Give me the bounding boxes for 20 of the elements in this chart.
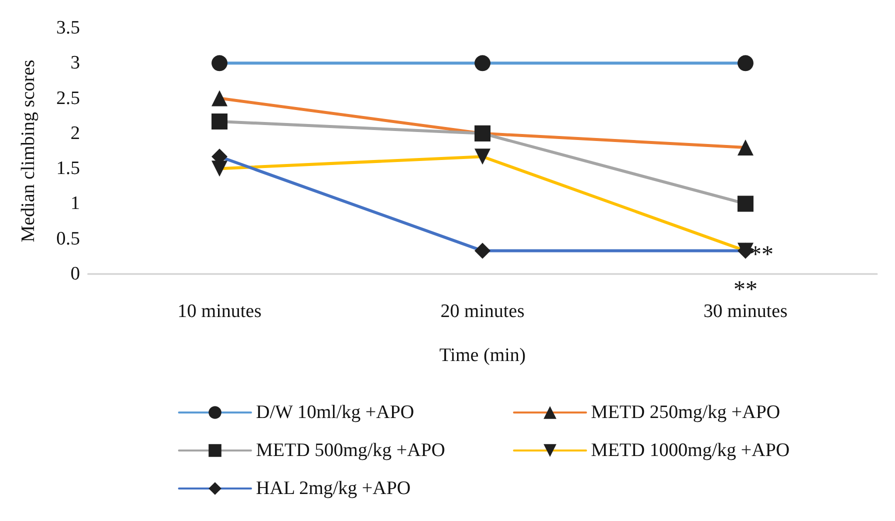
legend-label: HAL 2mg/kg +APO <box>256 478 411 499</box>
y-tick-label: 0.5 <box>56 228 80 250</box>
legend-label: METD 500mg/kg +APO <box>256 440 446 461</box>
text: ** <box>734 277 758 303</box>
y-tick-label: 1 <box>70 193 80 214</box>
y-axis-title: Median climbing scores <box>18 60 39 242</box>
x-tick-label: 30 minutes <box>704 301 788 322</box>
x-axis-title: Time (min) <box>439 345 526 366</box>
y-tick-label: 1.5 <box>56 158 80 180</box>
y-tick-label: 3.5 <box>56 18 80 38</box>
y-tick-label: 2.5 <box>56 88 80 109</box>
legend-label: METD 250mg/kg +APO <box>591 402 780 423</box>
y-tick-label: 0 <box>70 264 80 284</box>
x-tick-label: 10 minutes <box>178 301 262 322</box>
y-tick-label: 3 <box>70 52 80 74</box>
legend-label: METD 1000mg/kg +APO <box>591 440 790 461</box>
legend-label: D/W 10ml/kg +APO <box>256 402 414 423</box>
x-tick-label: 20 minutes <box>440 301 524 322</box>
y-tick-label: 2 <box>70 122 80 144</box>
annotation: ** <box>750 242 774 268</box>
